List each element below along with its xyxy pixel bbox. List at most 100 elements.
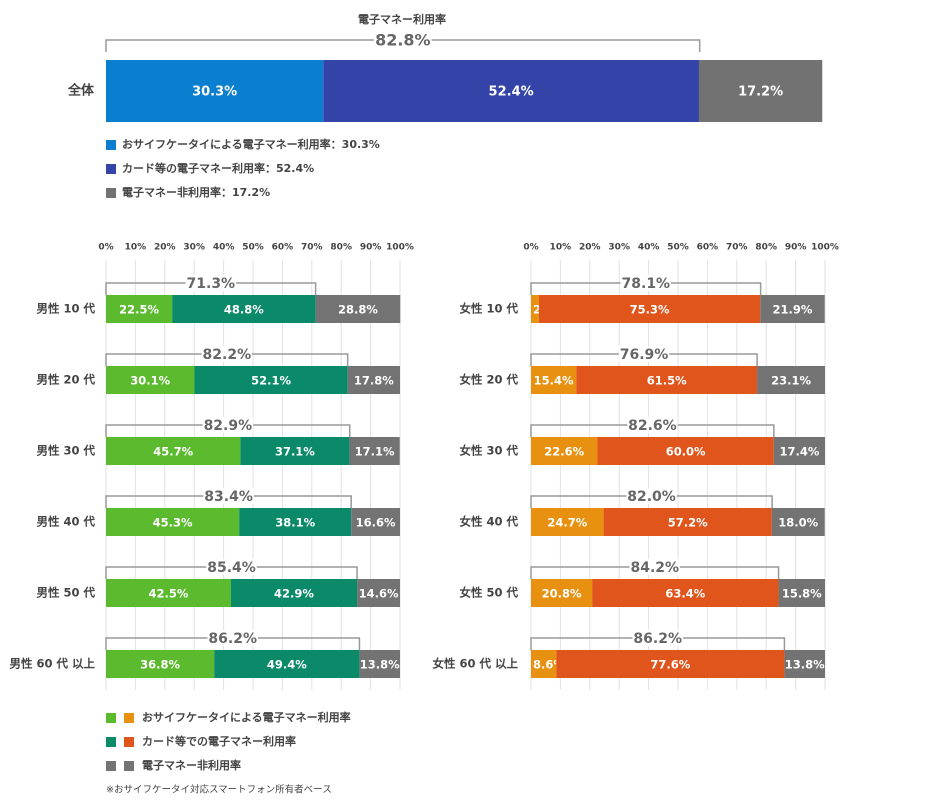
x-tick-label: 50% [667,243,689,253]
x-tick-label: 60% [272,243,294,253]
x-tick-label: 90% [785,243,807,253]
category-label: 女性 20 代 [459,373,518,387]
legend-swatch [106,140,116,150]
x-tick-label: 50% [242,243,264,253]
bar-segment [106,366,195,394]
bar-segment [531,650,557,678]
x-tick-label: 30% [183,243,205,253]
category-label: 女性 10 代 [459,302,518,316]
category-label: 男性 40 代 [36,515,95,529]
bar-segment [347,366,400,394]
legend-swatch [124,737,134,747]
segment-label: 63.4% [665,587,705,601]
segment-label: 45.3% [153,516,193,530]
segment-label: 24.7% [547,516,587,530]
segment-label: 28.8% [338,303,378,317]
total-label: 82.8% [375,31,431,50]
bar-segment [194,366,348,394]
total-label: 71.3% [187,276,236,292]
segment-label: 52.4% [489,85,534,100]
bar-segment [538,295,761,323]
bar-segment [315,295,401,323]
bar-segment [531,579,593,607]
segment-label: 13.8% [360,658,400,672]
bracket-label-bg [374,31,432,49]
legend-label: カード等の電子マネー利用率：52.4% [122,161,314,175]
bar-segment [531,366,577,394]
segment-label: 15.4% [534,374,574,388]
segment-label: 57.2% [668,516,708,530]
legend-swatch [106,713,116,723]
total-label: 76.9% [620,347,669,363]
category-label: 男性 60 代 以上 [9,657,95,671]
segment-label: 45.7% [153,445,193,459]
total-label: 82.9% [204,418,253,434]
x-tick-label: 70% [726,243,748,253]
total-label: 78.1% [622,276,671,292]
bar-segment [106,579,231,607]
x-tick-label: 70% [301,243,323,253]
segment-label: 17.2% [738,85,783,100]
footnote: ※おサイフケータイ対応スマートフォン所有者ベース [106,784,332,796]
bracket-label-bg [203,488,254,504]
legend-swatch [106,761,116,771]
legend-swatch [124,761,134,771]
total-label: 85.4% [207,560,256,576]
legend-label: 電子マネー非利用率 [142,758,241,772]
total-label: 86.2% [208,631,257,647]
category-label: 男性 50 代 [36,586,95,600]
bar-segment [239,508,352,536]
bracket-label-bg [629,559,680,575]
bar-segment [106,60,324,122]
x-tick-label: 0% [523,243,538,253]
x-tick-label: 20% [579,243,601,253]
bracket-label-bg [620,275,672,291]
category-label: 女性 40 代 [459,515,518,529]
segment-label: 37.1% [275,445,315,459]
x-tick-label: 40% [213,243,235,253]
segment-label: 15.8% [782,587,822,601]
bar-segment [106,650,215,678]
bar-segment [576,366,758,394]
x-tick-label: 10% [550,243,572,253]
bar-segment [349,437,400,465]
bar-segment [556,650,785,678]
bar-segment [106,295,173,323]
bar-segment [214,650,360,678]
x-tick-label: 40% [638,243,660,253]
bracket-label-bg [618,346,670,362]
x-tick-label: 100% [811,243,839,253]
x-tick-label: 60% [697,243,719,253]
bracket-title: 電子マネー利用率 [358,12,446,26]
x-tick-label: 20% [154,243,176,253]
bar-segment [106,437,241,465]
legend-swatch [106,737,116,747]
segment-label: 48.8% [224,303,264,317]
bar-segment [597,437,774,465]
bar-segment [757,366,825,394]
x-tick-label: 100% [386,243,414,253]
bracket-label-bg [626,488,677,504]
x-tick-label: 0% [98,243,113,253]
category-label: 女性 50 代 [459,586,518,600]
legend-label: カード等での電子マネー利用率 [142,734,296,748]
category-label: 男性 10 代 [36,302,95,316]
total-label: 82.2% [203,347,252,363]
bar-segment [240,437,350,465]
x-tick-label: 80% [330,243,352,253]
x-tick-label: 10% [125,243,147,253]
segment-label: 20.8% [542,587,582,601]
segment-label: 30.1% [130,374,170,388]
segment-label: 75.3% [630,303,670,317]
bracket-label-bg [202,417,254,433]
total-label: 84.2% [630,560,679,576]
x-tick-label: 30% [608,243,630,253]
segment-label: 14.6% [359,587,399,601]
bar-segment [773,437,825,465]
segment-label: 22.5% [119,303,159,317]
segment-label: 61.5% [647,374,687,388]
x-tick-label: 90% [360,243,382,253]
total-label: 83.4% [204,489,253,505]
segment-label: 22.6% [544,445,584,459]
